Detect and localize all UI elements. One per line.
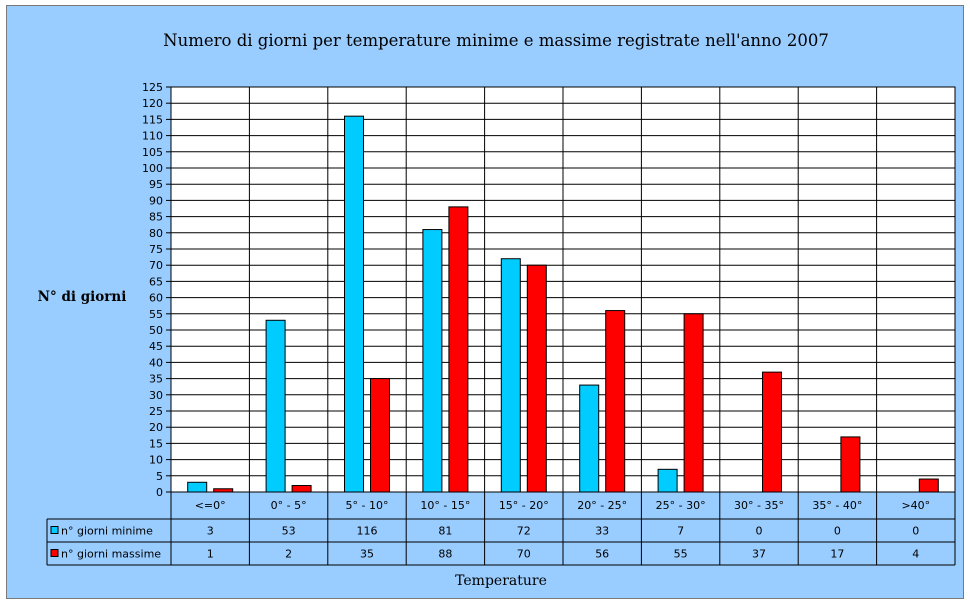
data-label: 88: [438, 548, 452, 561]
legend-key-minime: [50, 526, 59, 534]
y-axis-label: N° di giorni: [38, 289, 127, 305]
data-label: 37: [752, 548, 766, 561]
bar-minime: [344, 115, 364, 493]
bar-massime: [840, 436, 861, 493]
data-label: 0: [834, 525, 841, 538]
data-label: 1: [207, 548, 214, 561]
category-label: 10° - 15°: [420, 499, 470, 512]
data-label: 0: [756, 525, 763, 538]
bar-minime: [422, 229, 443, 493]
bar-massime: [370, 378, 390, 493]
y-tick-label: 105: [142, 146, 163, 159]
data-label: 55: [674, 548, 688, 561]
plot-area: 0510152025303540455055606570758085909510…: [46, 81, 956, 566]
y-tick-label: 5: [156, 470, 163, 483]
y-tick-label: 80: [149, 227, 163, 240]
y-tick-label: 95: [149, 178, 163, 191]
data-label: 4: [912, 548, 919, 561]
bar-minime: [579, 384, 600, 493]
y-tick-label: 115: [142, 113, 163, 126]
data-label: 72: [517, 525, 531, 538]
bar-minime: [500, 258, 521, 493]
data-label: 81: [438, 525, 452, 538]
bar-massime: [526, 264, 547, 493]
y-tick-label: 110: [142, 130, 163, 143]
data-label: 33: [595, 525, 609, 538]
data-label: 70: [517, 548, 531, 561]
category-label: >40°: [901, 499, 930, 512]
category-label: 20° - 25°: [577, 499, 627, 512]
category-label: 30° - 35°: [734, 499, 784, 512]
x-axis-label: Temperature: [455, 573, 547, 589]
y-tick-label: 40: [149, 356, 163, 369]
y-tick-label: 85: [149, 211, 163, 224]
bar-massime: [291, 485, 312, 493]
y-tick-label: 15: [149, 437, 163, 450]
bar-massime: [605, 310, 626, 493]
y-tick-label: 10: [149, 454, 163, 467]
y-tick-label: 100: [142, 162, 163, 175]
bar-minime: [265, 319, 286, 493]
bar-massime: [918, 478, 939, 493]
category-label: 35° - 40°: [812, 499, 862, 512]
category-label: 0° - 5°: [271, 499, 307, 512]
category-label: <=0°: [195, 499, 226, 512]
y-tick-label: 90: [149, 194, 163, 207]
bar-minime: [187, 481, 208, 493]
y-tick-label: 120: [142, 97, 163, 110]
data-label: 0: [912, 525, 919, 538]
legend-label: n° giorni minime: [61, 525, 153, 538]
data-label: 17: [830, 548, 844, 561]
category-label: 5° - 10°: [346, 499, 389, 512]
bar-massime: [683, 313, 704, 493]
y-tick-label: 55: [149, 308, 163, 321]
data-label: 116: [357, 525, 378, 538]
category-label: 15° - 20°: [499, 499, 549, 512]
legend-label: n° giorni massime: [61, 548, 161, 561]
data-label: 3: [207, 525, 214, 538]
y-tick-label: 20: [149, 421, 163, 434]
y-tick-label: 75: [149, 243, 163, 256]
y-tick-label: 65: [149, 275, 163, 288]
data-label: 2: [285, 548, 292, 561]
bar-minime: [657, 468, 678, 493]
y-tick-label: 70: [149, 259, 163, 272]
data-label: 35: [360, 548, 374, 561]
data-label: 56: [595, 548, 609, 561]
y-tick-label: 35: [149, 373, 163, 386]
data-label: 7: [677, 525, 684, 538]
y-tick-label: 45: [149, 340, 163, 353]
legend-key-massime: [50, 549, 59, 557]
y-tick-label: 25: [149, 405, 163, 418]
data-label: 53: [282, 525, 296, 538]
chart-title: Numero di giorni per temperature minime …: [163, 31, 829, 50]
y-tick-label: 60: [149, 292, 163, 305]
y-tick-label: 0: [156, 486, 163, 499]
bar-massime: [762, 371, 782, 493]
y-tick-label: 30: [149, 389, 163, 402]
bar-massime: [448, 206, 469, 493]
y-tick-label: 50: [149, 324, 163, 337]
category-label: 25° - 30°: [656, 499, 706, 512]
y-tick-label: 125: [142, 81, 163, 94]
